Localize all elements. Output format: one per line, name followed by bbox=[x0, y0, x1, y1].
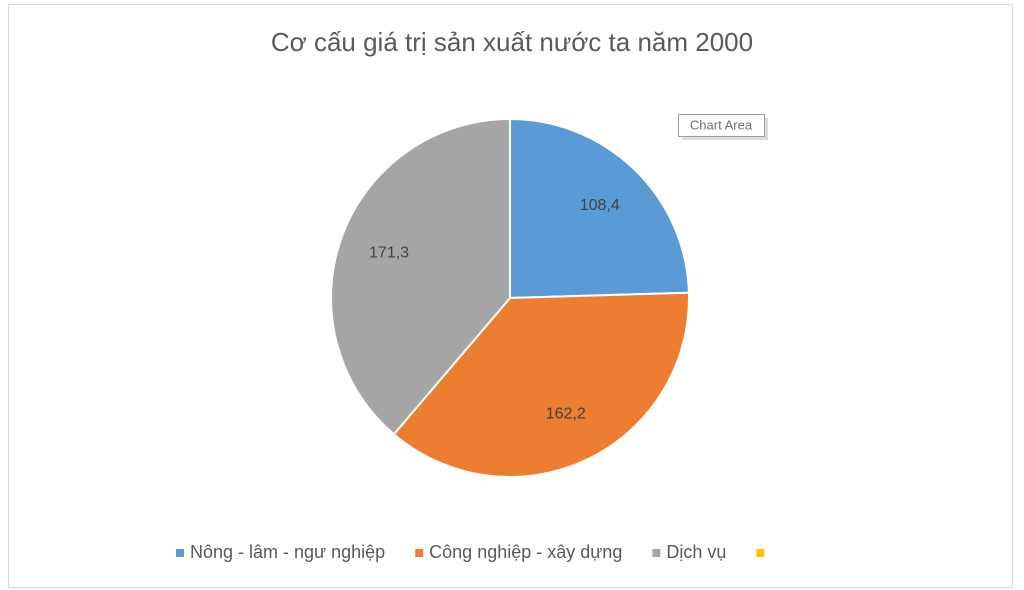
legend-marker bbox=[415, 549, 424, 557]
legend-label: Dịch vụ bbox=[666, 542, 726, 562]
legend-marker bbox=[176, 549, 184, 557]
tooltip-text: Chart Area bbox=[690, 117, 753, 132]
pie-slice bbox=[330, 117, 511, 436]
legend-label: Nông - lâm - ngư nghiệp bbox=[190, 542, 385, 562]
tooltip-box bbox=[678, 114, 765, 137]
tooltip: Chart Area bbox=[678, 114, 768, 140]
data-label: 171,3 bbox=[369, 245, 409, 262]
chart-title: Cơ cấu giá trị sản xuất nước ta năm 2000 bbox=[271, 27, 753, 57]
pie-slice bbox=[509, 117, 690, 300]
data-label: 162,2 bbox=[546, 405, 586, 422]
data-label: 108,4 bbox=[580, 197, 620, 214]
legend-marker bbox=[652, 549, 661, 557]
legend-marker bbox=[756, 549, 765, 557]
legend-label: Công nghiệp - xây dựng bbox=[429, 542, 622, 562]
pie-slice bbox=[392, 291, 690, 478]
